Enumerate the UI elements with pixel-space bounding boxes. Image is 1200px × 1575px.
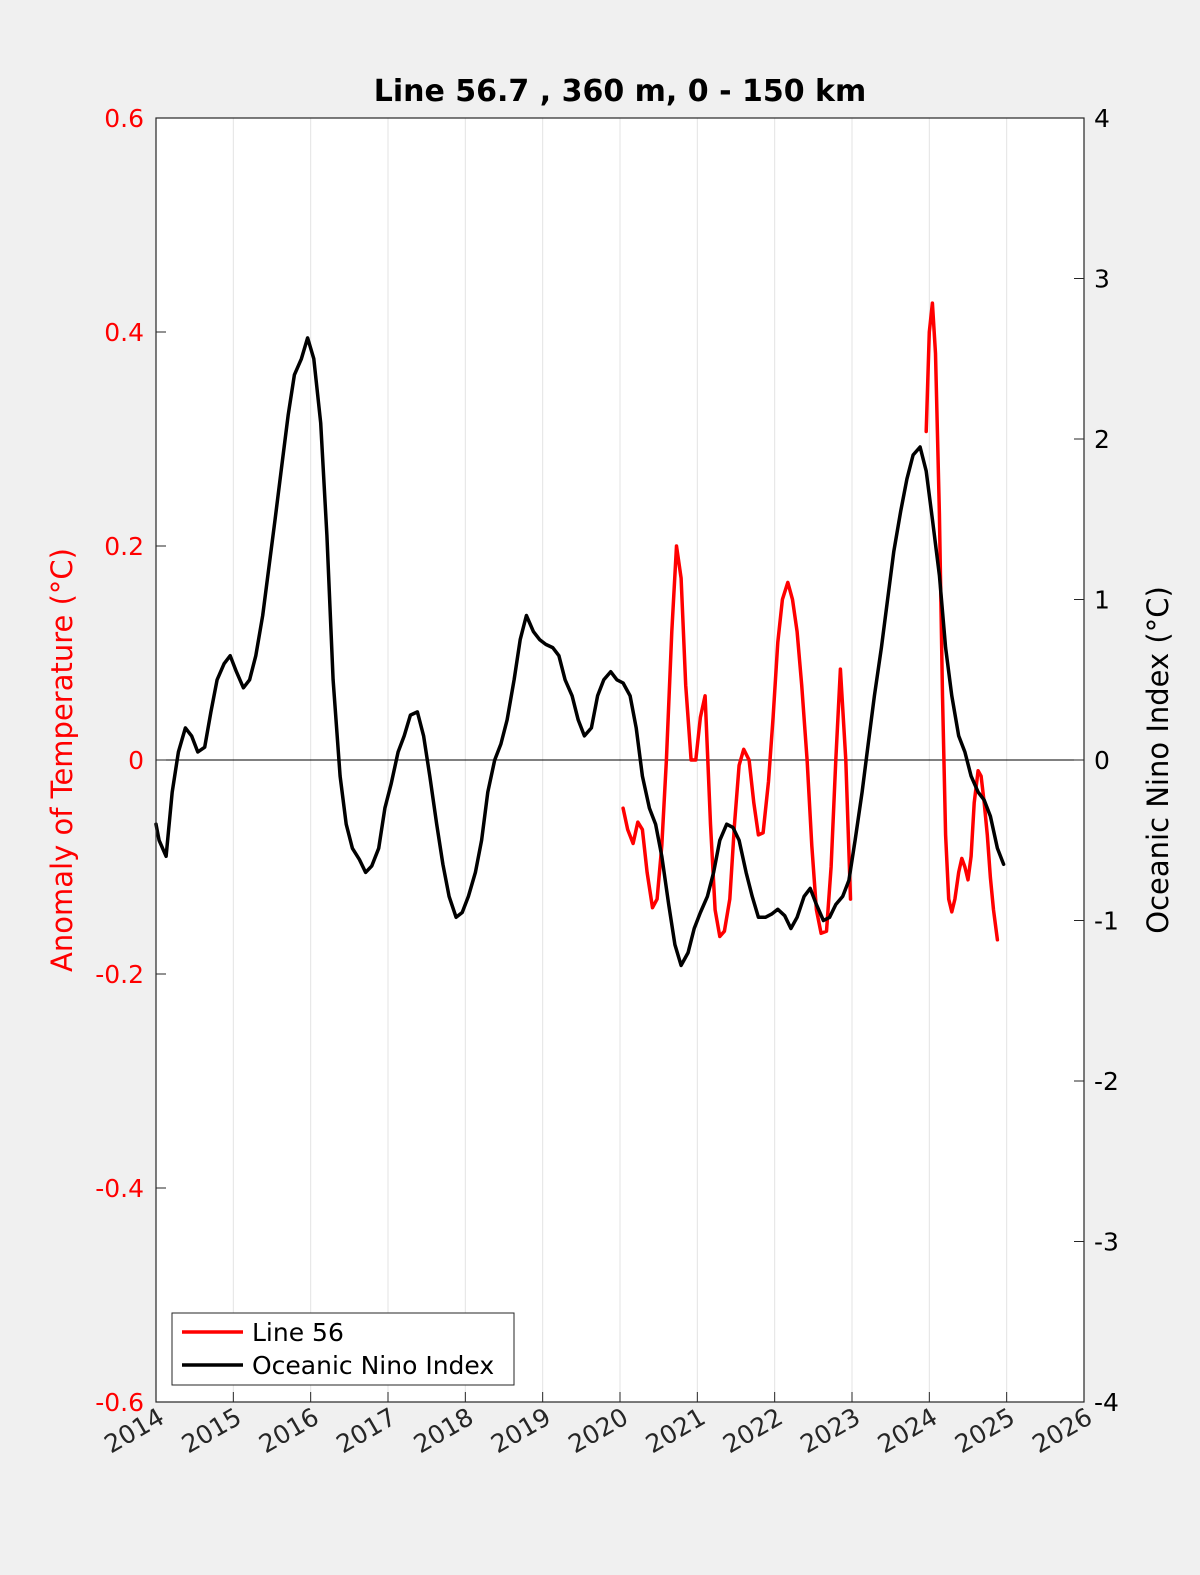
right-y-tick-label: -3: [1094, 1228, 1119, 1257]
right-y-axis-label: Oceanic Nino Index (°C): [1141, 586, 1175, 934]
left-y-tick-label: -0.2: [95, 960, 144, 989]
legend-entry-oni: Oceanic Nino Index: [252, 1351, 494, 1380]
chart-title: Line 56.7 , 360 m, 0 - 150 km: [374, 74, 867, 109]
legend-box: [171, 1312, 515, 1386]
left-y-tick-label: 0.4: [104, 318, 144, 347]
right-y-tick-label: 1: [1094, 586, 1110, 615]
legend-entry-line56: Line 56: [252, 1318, 344, 1347]
series-line-line56: [924, 301, 1000, 942]
right-y-axis: 4 3 2 1 0 -1 -2 -3 -4: [1074, 104, 1119, 1417]
right-y-tick-label: 2: [1094, 425, 1110, 454]
left-y-tick-label: -0.6: [95, 1388, 144, 1417]
series-line-oni: [154, 336, 1006, 968]
left-y-axis: 0.6 0.4 0.2 0 -0.2 -0.4 -0.6: [95, 104, 166, 1417]
left-y-axis-label: Anomaly of Temperature (°C): [45, 548, 79, 972]
right-y-tick-label: 4: [1094, 104, 1110, 133]
right-y-tick-label: -4: [1094, 1388, 1119, 1417]
right-y-tick-label: -1: [1094, 907, 1119, 936]
left-y-tick-label: -0.4: [95, 1174, 144, 1203]
legend: Line 56 Oceanic Nino Index: [171, 1312, 515, 1386]
left-y-tick-label: 0.2: [104, 532, 144, 561]
right-y-tick-label: -2: [1094, 1067, 1119, 1096]
series-layer: [154, 301, 1006, 968]
left-y-tick-label: 0.6: [104, 104, 144, 133]
left-y-tick-label: 0: [128, 746, 144, 775]
right-y-tick-label: 0: [1094, 746, 1110, 775]
right-y-tick-label: 3: [1094, 265, 1110, 294]
